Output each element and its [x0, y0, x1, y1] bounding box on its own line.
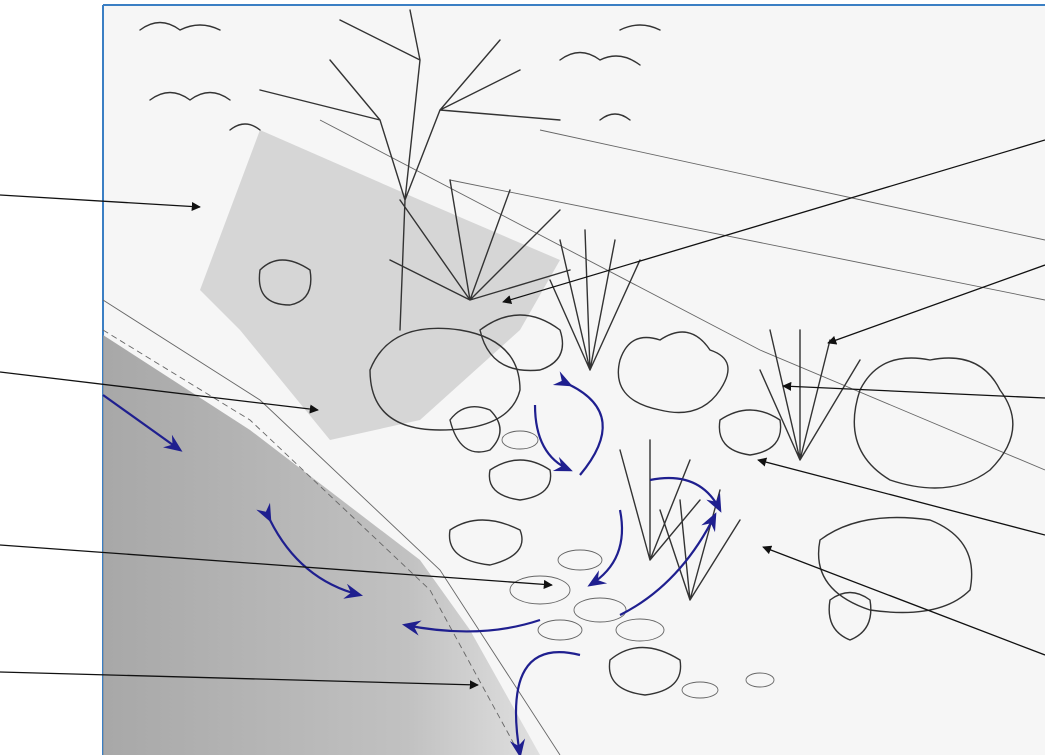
leader-line [827, 264, 1045, 345]
mulch-area [200, 130, 560, 440]
leader-line [762, 545, 1045, 656]
sidewalk-edge-back [539, 129, 1045, 241]
river-stones [501, 430, 775, 699]
leader-line [0, 194, 201, 212]
curb-edge [102, 329, 521, 755]
flow-arrows [102, 371, 722, 755]
sketch-area [102, 4, 1045, 755]
sidewalk-edge-far [449, 179, 1045, 301]
boulders [258, 259, 973, 696]
curb-line [102, 299, 561, 755]
sidewalk-edge [319, 119, 1045, 471]
grasses [389, 179, 861, 601]
leader-line [502, 139, 1045, 305]
tree [139, 9, 661, 331]
leader-line [0, 544, 553, 589]
leader-line [782, 381, 1045, 399]
leader-line [757, 457, 1045, 536]
leader-line [0, 371, 319, 414]
shrubs [449, 331, 1014, 489]
callout-leaders [0, 139, 1045, 690]
leader-line [0, 671, 479, 690]
